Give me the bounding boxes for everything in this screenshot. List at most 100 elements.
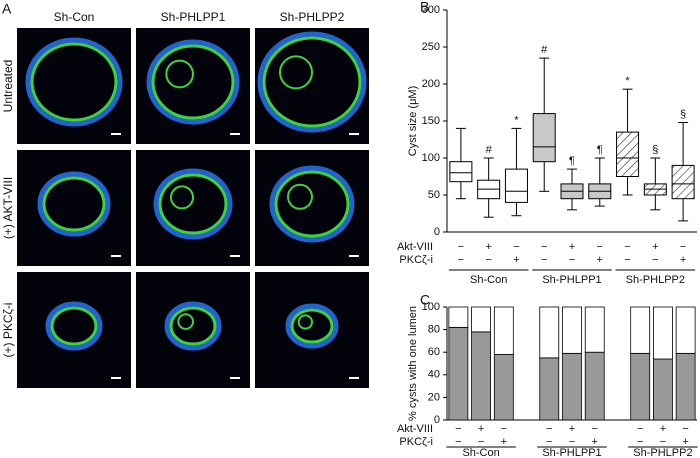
- significance-marker: ¶: [569, 155, 575, 167]
- treatment-sign: −: [541, 254, 547, 266]
- bar-segment: [675, 352, 696, 421]
- row-header: (+) AKT-VIII: [1, 177, 15, 239]
- treatment-sign: −: [458, 254, 464, 266]
- y-tick-label: 0: [434, 226, 440, 238]
- micrograph: [255, 272, 369, 388]
- y-tick-label: 60: [428, 346, 440, 358]
- treatment-sign: −: [485, 254, 491, 266]
- y-axis-title: Cyst size (μM): [407, 86, 419, 157]
- significance-marker: #: [486, 144, 493, 156]
- box: [616, 131, 640, 178]
- bar-segment: [675, 306, 696, 354]
- treatment-sign: +: [485, 241, 491, 253]
- panel-label: A: [2, 1, 12, 17]
- bar-segment: [653, 358, 673, 421]
- treatment-label: Akt-VIII: [397, 423, 433, 435]
- micrograph: [17, 150, 131, 266]
- y-tick-label: 150: [422, 115, 440, 127]
- treatment-sign: +: [501, 436, 507, 448]
- cyst-outer: [285, 303, 339, 349]
- panel-label: B: [420, 0, 429, 15]
- bar-segment: [562, 306, 582, 354]
- y-tick-label: 100: [422, 301, 440, 313]
- y-tick-label: 200: [422, 78, 440, 90]
- row-header: Untreated: [1, 60, 15, 113]
- treatment-sign: −: [652, 254, 658, 266]
- treatment-sign: +: [513, 254, 519, 266]
- y-tick-label: 0: [434, 414, 440, 426]
- treatment-sign: +: [592, 436, 598, 448]
- treatment-sign: −: [624, 241, 630, 253]
- micrograph: [136, 272, 250, 388]
- significance-marker: ¶: [597, 144, 603, 156]
- bar-segment: [471, 306, 491, 333]
- y-tick-label: 300: [422, 4, 440, 16]
- column-header: Sh-PHLPP2: [280, 10, 345, 24]
- treatment-sign: +: [597, 254, 603, 266]
- cyst-ring: [274, 170, 350, 238]
- treatment-sign: −: [680, 241, 686, 253]
- treatment-sign: +: [682, 436, 688, 448]
- bar-segment: [539, 357, 560, 421]
- cyst-outer: [164, 301, 222, 351]
- y-tick-label: 20: [428, 391, 440, 403]
- box: [532, 113, 556, 163]
- bar-segment: [448, 306, 469, 328]
- bar-segment: [630, 352, 651, 421]
- column-header: Sh-Con: [54, 10, 95, 24]
- treatment-sign: −: [546, 423, 552, 435]
- cyst-ring: [151, 44, 235, 120]
- treatment-sign: −: [592, 423, 598, 435]
- panel-label: C: [420, 292, 430, 308]
- treatment-sign: −: [660, 436, 666, 448]
- treatment-sign: −: [637, 423, 643, 435]
- treatment-sign: −: [546, 436, 552, 448]
- cyst-ring: [158, 173, 228, 235]
- bar-segment: [653, 306, 673, 360]
- treatment-sign: −: [541, 241, 547, 253]
- group-label: Sh-PHLPP1: [542, 447, 601, 458]
- treatment-sign: −: [501, 423, 507, 435]
- bar-segment: [493, 354, 514, 421]
- y-axis-title: % cysts with one lumen: [407, 306, 419, 421]
- bar-segment: [630, 306, 651, 354]
- treatment-sign: −: [624, 254, 630, 266]
- group-label: Sh-Con: [462, 447, 499, 458]
- group-label: Sh-PHLPP1: [542, 274, 601, 286]
- cyst-ring: [169, 306, 217, 346]
- bar-segment: [448, 326, 469, 421]
- cyst-inner: [170, 185, 194, 210]
- treatment-sign: −: [637, 436, 643, 448]
- treatment-sign: +: [680, 254, 686, 266]
- treatment-label: PKCζ-i: [399, 436, 433, 448]
- treatment-sign: −: [597, 241, 603, 253]
- treatment-sign: −: [513, 241, 519, 253]
- group-label: Sh-Con: [470, 274, 507, 286]
- significance-marker: §: [652, 144, 658, 156]
- y-tick-label: 100: [422, 152, 440, 164]
- cyst-outer: [146, 39, 240, 125]
- treatment-sign: +: [652, 241, 658, 253]
- significance-marker: #: [541, 44, 548, 56]
- significance-marker: *: [625, 75, 630, 87]
- treatment-sign: +: [660, 423, 666, 435]
- group-label: Sh-PHLPP2: [633, 447, 692, 458]
- cyst-outer: [153, 168, 233, 240]
- row-header: (+) PKCζ-i: [1, 303, 15, 358]
- treatment-sign: −: [569, 436, 575, 448]
- bar-segment: [562, 352, 582, 421]
- bar-segment: [471, 331, 491, 421]
- treatment-sign: −: [458, 241, 464, 253]
- box: [671, 164, 695, 200]
- micrograph: [17, 272, 131, 388]
- treatment-label: Akt-VIII: [397, 241, 433, 253]
- treatment-sign: +: [569, 241, 575, 253]
- cyst-outer: [37, 171, 111, 237]
- cyst-ring: [50, 306, 98, 346]
- significance-marker: *: [514, 114, 519, 126]
- cyst-ring: [262, 36, 362, 128]
- box: [504, 168, 528, 203]
- cyst-outer: [25, 37, 123, 127]
- bar-segment: [584, 351, 605, 421]
